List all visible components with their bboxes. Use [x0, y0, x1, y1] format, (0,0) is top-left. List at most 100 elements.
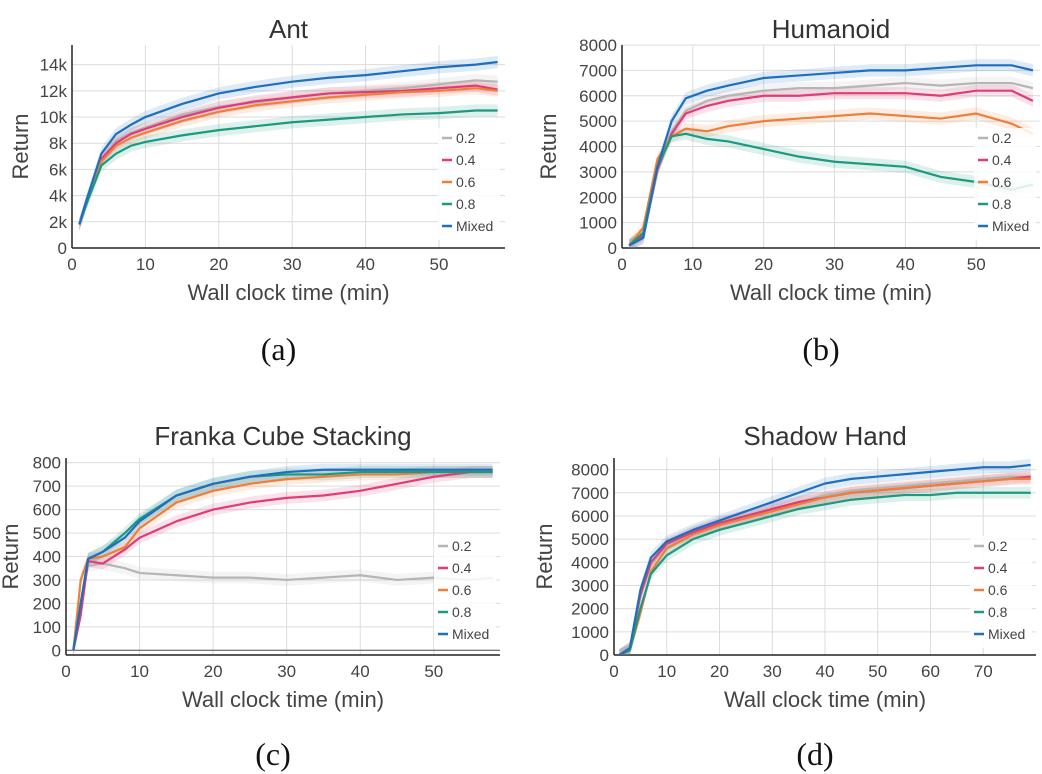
legend-label: 0.2 [452, 538, 472, 554]
y-tick-label: 200 [33, 594, 61, 613]
series-line-0.6 [72, 470, 493, 651]
x-tick-label: 30 [825, 255, 844, 274]
chart-title: Franka Cube Stacking [154, 421, 411, 451]
panel-caption: (d) [796, 736, 833, 772]
y-tick-label: 5000 [571, 530, 609, 549]
series-band-0.6 [629, 107, 1033, 248]
x-tick-label: 50 [429, 255, 448, 274]
series-line-0.8 [78, 109, 498, 225]
y-tick-label: 12k [40, 82, 68, 101]
series-group [628, 59, 1034, 248]
legend-label: 0.4 [456, 152, 476, 168]
legend-label: 0.2 [992, 130, 1012, 146]
legend-label: 0.6 [992, 174, 1012, 190]
y-tick-label: 8000 [579, 36, 617, 55]
legend-label: Mixed [452, 626, 489, 642]
x-tick-label: 40 [351, 662, 370, 681]
series-line-0.8 [618, 491, 1031, 655]
series-line-Mixed [618, 463, 1031, 655]
series-band-0.4 [73, 466, 493, 655]
y-tick-label: 6k [49, 160, 67, 179]
y-axis-label: Return [8, 113, 33, 179]
series-line-Mixed [72, 468, 493, 651]
legend: 0.2 0.4 0.6 0.8 Mixed [438, 128, 500, 240]
series-group [618, 459, 1031, 655]
legend-label: 0.8 [456, 196, 476, 212]
y-tick-label: 0 [52, 641, 61, 660]
legend-label: 0.8 [452, 604, 472, 620]
y-tick-label: 6000 [579, 87, 617, 106]
series-line-0.2 [72, 562, 493, 651]
legend-label: 0.6 [452, 582, 472, 598]
y-tick-label: 7000 [579, 61, 617, 80]
chart-title: Humanoid [772, 14, 891, 44]
y-tick-label: 10k [40, 108, 68, 127]
panel-caption: (b) [802, 331, 839, 367]
x-tick-label: 20 [754, 255, 773, 274]
x-tick-label: 20 [209, 255, 228, 274]
y-tick-label: 14k [40, 56, 68, 75]
series-band-0.2 [619, 470, 1031, 655]
y-tick-label: 500 [33, 524, 61, 543]
chart-panel-2: 0 10 20 30 40 50 0 1000 2000 3000 4000 5000 6000 7000… [536, 14, 1040, 367]
x-tick-label: 0 [67, 255, 76, 274]
x-tick-label: 30 [763, 662, 782, 681]
y-tick-label: 1000 [571, 623, 609, 642]
x-tick-label: 0 [617, 255, 626, 274]
x-tick-label: 40 [356, 255, 375, 274]
y-axis-label: Return [532, 523, 557, 589]
y-tick-label: 0 [608, 239, 617, 258]
series-line-0.4 [72, 470, 493, 651]
x-tick-label: 10 [130, 662, 149, 681]
x-tick-label: 60 [921, 662, 940, 681]
y-tick-label: 4000 [579, 138, 617, 157]
series-line-0.4 [78, 84, 498, 225]
x-axis-label: Wall clock time (min) [730, 280, 932, 305]
y-tick-label: 8k [49, 134, 67, 153]
x-axis-label: Wall clock time (min) [724, 687, 926, 712]
chart-title: Ant [269, 14, 309, 44]
series-band-0.4 [619, 470, 1031, 655]
legend-label: 0.2 [456, 130, 476, 146]
legend-label: Mixed [992, 218, 1029, 234]
panel-caption: (c) [255, 736, 291, 772]
y-tick-label: 6000 [571, 507, 609, 526]
y-tick-label: 0 [58, 239, 67, 258]
series-line-Mixed [78, 60, 498, 225]
x-tick-label: 10 [657, 662, 676, 681]
legend-label: 0.6 [456, 174, 476, 190]
legend-box [438, 128, 500, 240]
panel-caption: (a) [261, 331, 297, 367]
y-tick-label: 700 [33, 477, 61, 496]
y-tick-label: 5000 [579, 112, 617, 131]
y-tick-label: 4000 [571, 553, 609, 572]
y-tick-label: 2000 [579, 188, 617, 207]
x-tick-label: 50 [868, 662, 887, 681]
series-line-0.8 [628, 132, 1034, 247]
y-tick-label: 2k [49, 213, 67, 232]
x-tick-label: 40 [896, 255, 915, 274]
y-tick-label: 400 [33, 548, 61, 567]
y-tick-label: 3000 [579, 163, 617, 182]
series-line-Mixed [628, 64, 1034, 247]
legend-label: 0.2 [988, 538, 1008, 554]
legend-label: Mixed [456, 218, 493, 234]
series-line-0.6 [78, 87, 498, 225]
y-tick-label: 3000 [571, 576, 609, 595]
x-tick-label: 10 [136, 255, 155, 274]
legend-box [974, 128, 1036, 240]
y-tick-label: 2000 [571, 600, 609, 619]
legend-label: 0.4 [452, 560, 472, 576]
y-tick-label: 4k [49, 187, 67, 206]
y-tick-label: 100 [33, 618, 61, 637]
x-tick-label: 0 [61, 662, 70, 681]
x-tick-label: 50 [967, 255, 986, 274]
x-tick-label: 30 [283, 255, 302, 274]
y-tick-label: 600 [33, 501, 61, 520]
chart-panel-4: 0 10 20 30 40 50 60 70 0 1000 2000 3000 4000 5000 6000… [532, 421, 1036, 772]
y-tick-label: 8000 [571, 461, 609, 480]
y-axis-label: Return [536, 113, 561, 179]
legend-label: 0.4 [988, 560, 1008, 576]
x-tick-label: 20 [204, 662, 223, 681]
